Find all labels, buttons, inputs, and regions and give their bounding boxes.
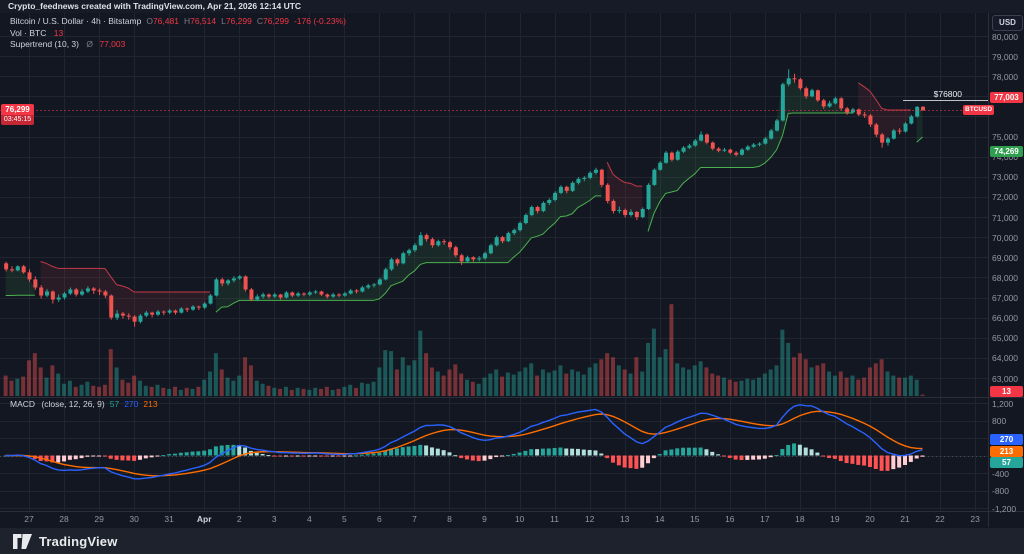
currency-toggle-button[interactable]: USD	[992, 15, 1023, 31]
supertrend-legend-row[interactable]: Supertrend (10, 3) Ø 77,003	[10, 39, 346, 50]
date-axis-label: 10	[514, 514, 525, 524]
candle-countdown: 03:45:15	[1, 115, 34, 126]
macd-values: 57 270 213	[105, 399, 158, 409]
date-axis-label: 19	[830, 514, 840, 524]
ohlc-letter: O	[146, 16, 153, 26]
time-scale[interactable]: 27 28 29 30 31 Apr 2 3 4 5 6 7 8 9 10 11 12 13 14 15 16 17 18 1…	[0, 512, 988, 527]
date-axis-label: 3	[271, 514, 277, 524]
price-axis-tick: 79,000	[992, 51, 1018, 62]
date-axis-label: 27	[24, 514, 34, 524]
current-price-badge: 76,299 03:45:15	[1, 104, 34, 126]
attribution-text: Crypto_feednews created with TradingView…	[8, 1, 302, 11]
macd-axis-tick: -400	[992, 468, 1010, 479]
date-axis-label: 31	[164, 514, 174, 524]
macd-axis-tick: 800	[992, 416, 1007, 426]
volume-label: Vol · BTC	[10, 27, 47, 38]
date-axis-label: 29	[94, 514, 104, 524]
price-axis-tick: 80,000	[992, 31, 1018, 42]
alert-price-label[interactable]: $76800	[933, 89, 962, 100]
macd-legend-row[interactable]: MACD (close, 12, 26, 9) 57 270 213	[10, 399, 158, 409]
date-axis-label: 28	[59, 514, 69, 524]
macd-axis-tick: -1,200	[992, 503, 1017, 514]
price-axis-tick: 68,000	[992, 272, 1018, 283]
tradingview-brand-text[interactable]: TradingView	[39, 533, 118, 549]
ohlc-value: 76,481	[152, 16, 179, 26]
date-axis-label: 2	[236, 514, 242, 524]
volume-value: 13	[53, 27, 64, 38]
date-axis-label: 12	[584, 514, 595, 524]
ohlc-value: 76,299	[225, 16, 252, 26]
date-axis-label: 21	[900, 514, 910, 524]
date-axis-label: 9	[482, 514, 487, 524]
date-axis-label: 6	[377, 514, 382, 524]
date-axis-label: 15	[690, 514, 700, 524]
date-axis-label: 30	[129, 514, 139, 524]
date-axis-label: 14	[654, 514, 665, 524]
price-axis-tick: 78,000	[992, 71, 1018, 82]
macd-axis-tick: -800	[992, 486, 1010, 496]
date-axis-label: 17	[760, 514, 770, 524]
supertrend-value: 77,003	[99, 39, 126, 49]
price-axis-tick: 75,000	[992, 132, 1018, 143]
macd-name: MACD	[10, 399, 36, 409]
date-axis-label: 11	[550, 514, 560, 524]
price-axis-tick: 74,000	[992, 152, 1018, 163]
price-axis-tick: 65,000	[992, 333, 1018, 344]
price-axis-tick: 66,000	[992, 313, 1018, 324]
date-axis-label: 18	[795, 514, 805, 524]
symbol-title[interactable]: Bitcoin / U.S. Dollar · 4h · Bitstamp	[10, 16, 142, 26]
macd-signal-value-badge: 213	[990, 445, 1023, 457]
date-axis-label: 22	[935, 514, 945, 524]
symbol-legend-row[interactable]: Bitcoin / U.S. Dollar · 4h · Bitstamp O76…	[10, 16, 346, 27]
price-axis-tick: 73,000	[992, 172, 1018, 183]
ohlc-value: 76,514	[190, 16, 217, 26]
macd-legend-value: 57	[109, 399, 120, 409]
date-axis-label: Apr	[196, 514, 212, 524]
price-axis-tick: 63,000	[992, 373, 1018, 384]
date-axis-label: 20	[865, 514, 875, 524]
date-axis-label: 16	[725, 514, 735, 524]
price-axis-tick: 64,000	[992, 353, 1018, 364]
volume-legend-row[interactable]: Vol · BTC 13	[10, 28, 346, 39]
supertrend-label: Supertrend (10, 3)	[10, 39, 79, 49]
supertrend-up-value-badge: 74,269	[990, 145, 1023, 157]
macd-params: (close, 12, 26, 9)	[41, 399, 105, 409]
price-scale[interactable]: 80,000 79,000 78,000 75,000 74,000 73,000 72,0…	[989, 13, 1024, 526]
date-axis-label: 13	[619, 514, 630, 524]
macd-hist-value-badge: 57	[990, 456, 1023, 468]
volume-value-badge: 13	[990, 386, 1023, 397]
current-price-value: 76,299	[1, 104, 34, 116]
ohlc-letter: L	[221, 16, 226, 26]
macd-axis-tick: 1,200	[992, 398, 1014, 409]
footer-bar: TradingView	[0, 528, 1024, 554]
current-price-symbol-tag: BTCUSD	[963, 105, 995, 116]
main-legend: Bitcoin / U.S. Dollar · 4h · Bitstamp O76…	[10, 16, 346, 51]
price-axis-tick: 69,000	[992, 252, 1018, 263]
supertrend-down-value-badge: 77,003	[990, 91, 1023, 103]
ohlc-letter: C	[256, 16, 263, 26]
price-axis-tick: 70,000	[992, 232, 1018, 243]
change-value: -176 (-0.23%)	[293, 16, 346, 26]
macd-legend-value: 213	[143, 399, 158, 409]
ohlc-letter: H	[183, 16, 191, 26]
ohlc-values: O76,481 H76,514 L76,299 C76,299	[141, 16, 289, 26]
price-axis-tick: 71,000	[992, 212, 1018, 223]
supertrend-prefix: Ø	[86, 39, 93, 49]
date-axis-label: 7	[412, 514, 417, 524]
tradingview-logo-icon[interactable]	[13, 533, 32, 549]
date-axis-label: 23	[970, 514, 980, 524]
date-axis-label: 8	[447, 514, 452, 524]
macd-legend-value: 270	[124, 399, 139, 409]
attribution-bar: Crypto_feednews created with TradingView…	[0, 0, 1024, 13]
macd-line-value-badge: 270	[990, 433, 1023, 445]
ohlc-value: 76,299	[262, 16, 289, 26]
date-axis-label: 5	[341, 514, 347, 524]
price-axis-tick: 72,000	[992, 192, 1018, 203]
date-axis-label: 4	[306, 514, 312, 524]
price-axis-tick: 67,000	[992, 293, 1018, 304]
